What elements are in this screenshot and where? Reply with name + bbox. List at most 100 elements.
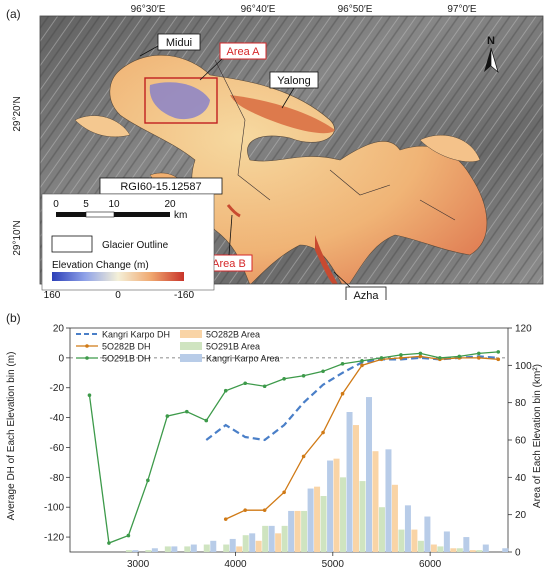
y-left-tick-label: 20 <box>53 324 65 335</box>
y-left-tick-label: -20 <box>50 383 65 394</box>
callout-azha: Azha <box>333 271 387 300</box>
area-bar <box>294 510 301 552</box>
svg-text:Area B: Area B <box>212 258 246 270</box>
dh-point <box>340 362 345 366</box>
y-left-tick-label: -40 <box>50 413 65 424</box>
area-bar <box>125 550 132 552</box>
area-bar <box>411 529 418 552</box>
svg-text:0: 0 <box>53 199 59 210</box>
dh-point <box>204 418 209 423</box>
svg-text:Azha: Azha <box>353 290 379 300</box>
area-bar <box>463 537 470 552</box>
area-a-patch <box>149 82 210 120</box>
area-bar <box>359 481 366 552</box>
chart-panel-label: (b) <box>6 311 21 325</box>
y-right-tick-label: 100 <box>515 361 532 372</box>
dh-point <box>438 356 442 360</box>
svg-text:Area A: Area A <box>226 46 260 58</box>
area-bar <box>385 449 392 552</box>
colorbar-tick: -160 <box>174 290 194 300</box>
dh-point <box>107 541 111 545</box>
x-tick-label: 3000 <box>127 559 150 567</box>
y-axis-right-label: Area of Each Elevation bin (km²) <box>532 364 543 508</box>
area-bar <box>482 544 489 552</box>
y-right-tick-label: 40 <box>515 473 527 484</box>
svg-text:RGI60-15.12587: RGI60-15.12587 <box>120 181 201 193</box>
legend-label: 5O291B DH <box>102 354 151 364</box>
legend-label: Kangri Karpo DH <box>102 330 170 340</box>
map-panel: (a) 96°30′E 96°40′E 96°50′E 97°0′E 29°20… <box>6 4 544 300</box>
legend-label: Kangri Karpo Area <box>206 354 280 364</box>
callout-midui: Midui <box>139 33 201 57</box>
x-tick-label: 6000 <box>419 559 442 567</box>
dh-point <box>243 381 247 386</box>
dh-point <box>496 357 501 362</box>
area-bar <box>268 525 275 552</box>
lon-tick: 96°50′E <box>338 4 373 15</box>
dh-point <box>301 454 306 459</box>
area-bar <box>340 477 347 552</box>
area-bar <box>281 525 288 552</box>
area-bar <box>164 546 171 552</box>
svg-text:5: 5 <box>83 199 89 210</box>
dh-point <box>243 508 247 512</box>
lat-tick: 29°20′N <box>12 96 23 131</box>
area-bar <box>404 505 411 552</box>
glacier-outline-label: Glacier Outline <box>102 240 169 251</box>
area-bar <box>288 510 295 552</box>
area-bar <box>145 550 152 552</box>
area-bar <box>249 533 256 552</box>
north-label: N <box>487 35 495 47</box>
callout-area-a: Area A <box>199 42 267 81</box>
area-bar <box>151 548 158 552</box>
dh-point <box>496 350 501 354</box>
legend-swatch <box>180 354 202 362</box>
area-bar <box>255 540 262 552</box>
callout-area-b: Area B <box>205 214 253 272</box>
y-right-tick-label: 120 <box>515 324 532 335</box>
dh-point <box>399 356 403 360</box>
dh-point <box>223 517 228 521</box>
dh-point <box>321 369 325 374</box>
yalong-tongue <box>230 95 335 134</box>
area-bar <box>314 486 321 552</box>
legend-swatch <box>180 342 202 350</box>
dh-point <box>457 354 462 359</box>
y-left-tick-label: -120 <box>44 533 64 544</box>
legend-swatch <box>180 330 202 338</box>
legend-label: 5O282B DH <box>102 342 151 352</box>
area-bar <box>132 550 139 552</box>
dh-point <box>340 391 345 396</box>
area-bar <box>210 540 217 552</box>
area-bar <box>353 425 359 552</box>
dh-point <box>399 353 403 357</box>
y-right-tick-label: 20 <box>515 510 527 521</box>
lon-tick: 96°40′E <box>241 4 276 15</box>
dh-point <box>418 351 423 356</box>
svg-text:Midui: Midui <box>166 37 192 49</box>
area-bar <box>378 507 385 552</box>
area-bar <box>502 548 509 552</box>
map-legend: 0 5 10 20 km Glacier Outline Elevation C… <box>41 193 215 291</box>
north-arrow-icon: N <box>484 35 499 74</box>
dh-point <box>223 388 228 393</box>
dh-point <box>477 356 481 360</box>
dh-point <box>146 478 150 483</box>
area-bar <box>301 510 308 552</box>
lon-tick: 97°0′E <box>447 4 477 15</box>
area-bar <box>372 451 379 552</box>
colorbar-tick: 0 <box>115 290 121 300</box>
dh-point <box>165 414 170 418</box>
svg-text:Yalong: Yalong <box>277 75 310 87</box>
dh-point <box>477 351 481 356</box>
area-bar <box>430 544 437 552</box>
area-bar <box>171 546 178 552</box>
legend-marker <box>85 344 89 348</box>
area-bar <box>443 531 450 552</box>
lon-tick: 96°30′E <box>131 4 166 15</box>
area-bar <box>346 412 353 552</box>
x-tick-label: 5000 <box>322 559 345 567</box>
colorbar-tick: 160 <box>44 290 61 300</box>
area-bar <box>391 484 398 552</box>
dh-point <box>418 354 423 359</box>
